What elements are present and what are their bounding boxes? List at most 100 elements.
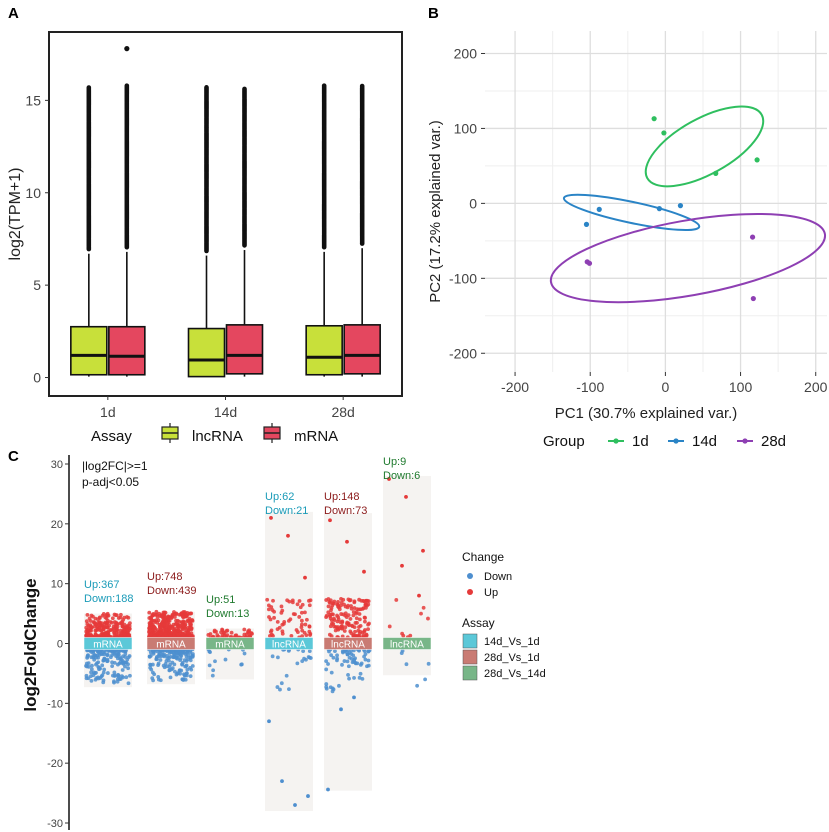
up-point bbox=[269, 632, 274, 637]
x-tick-label: -200 bbox=[501, 379, 529, 395]
up-point bbox=[362, 615, 367, 620]
up-point bbox=[92, 620, 97, 625]
down-point bbox=[342, 649, 347, 654]
up-count-label: Up:148 bbox=[324, 491, 359, 503]
down-point bbox=[287, 687, 291, 692]
box-lncRNA-28d bbox=[305, 324, 343, 376]
x-tick-label-14d: 14d bbox=[214, 404, 237, 420]
up-point bbox=[280, 608, 285, 613]
up-point bbox=[127, 633, 131, 638]
up-point bbox=[364, 633, 369, 638]
y-tick-label: 20 bbox=[51, 519, 63, 531]
up-point bbox=[336, 615, 340, 619]
up-point bbox=[419, 611, 423, 616]
down-point bbox=[190, 664, 195, 668]
up-point bbox=[394, 598, 399, 602]
panel-a: A 0 5 10 15 log2(TPM+1) 1d 14d 28d Assay lncRNA mRN… bbox=[7, 5, 403, 445]
down-point bbox=[270, 654, 275, 659]
up-point bbox=[324, 598, 329, 602]
down-point bbox=[93, 677, 98, 682]
up-point bbox=[168, 634, 173, 639]
up-point bbox=[421, 605, 426, 610]
y-axis-label: PC2 (17.2% explained var.) bbox=[427, 120, 444, 303]
up-point bbox=[271, 598, 275, 603]
up-point bbox=[212, 628, 217, 633]
up-point bbox=[365, 598, 370, 603]
down-point bbox=[366, 658, 371, 663]
up-point bbox=[85, 627, 90, 632]
down-point bbox=[96, 665, 101, 669]
legend-title-group: Group bbox=[543, 433, 585, 450]
x-tick-label: 100 bbox=[729, 379, 753, 395]
legend-key-dot-1d bbox=[613, 438, 619, 444]
down-point-outlier bbox=[267, 719, 271, 724]
up-point bbox=[279, 604, 284, 609]
up-point bbox=[357, 617, 362, 622]
up-point bbox=[345, 620, 350, 625]
up-point bbox=[324, 613, 329, 618]
down-count-label: Down:73 bbox=[324, 505, 367, 517]
legend-label-14d: 14d bbox=[692, 433, 717, 450]
down-point bbox=[89, 679, 94, 683]
box-lncRNA-14d bbox=[187, 327, 226, 378]
up-point bbox=[329, 612, 334, 617]
up-point bbox=[354, 616, 359, 621]
pca-point-1d bbox=[713, 170, 719, 176]
down-point bbox=[124, 675, 129, 680]
up-point bbox=[88, 623, 93, 628]
pca-point-28d bbox=[586, 260, 593, 266]
up-point bbox=[339, 612, 344, 616]
up-point bbox=[288, 617, 293, 622]
legend-key-dot-14d bbox=[673, 438, 679, 444]
down-point bbox=[188, 658, 193, 663]
legend-label-up: Up bbox=[484, 587, 498, 599]
up-point bbox=[84, 619, 89, 624]
legend-key-14d_Vs_1d bbox=[462, 633, 478, 649]
down-point bbox=[93, 671, 97, 676]
up-point bbox=[171, 622, 176, 627]
y-tick-label: -100 bbox=[449, 270, 477, 286]
down-point bbox=[89, 667, 94, 672]
plot-area bbox=[485, 31, 827, 372]
down-point bbox=[105, 653, 110, 657]
up-point bbox=[158, 627, 163, 632]
down-point bbox=[161, 663, 166, 668]
up-point bbox=[118, 615, 123, 620]
up-point bbox=[126, 615, 131, 620]
up-point bbox=[163, 632, 168, 637]
up-point bbox=[297, 599, 302, 603]
pca-point-14d bbox=[677, 203, 684, 209]
down-point bbox=[362, 649, 367, 653]
up-point bbox=[244, 632, 249, 637]
pca-point-14d bbox=[656, 206, 662, 212]
up-point bbox=[161, 619, 166, 623]
up-point bbox=[363, 628, 367, 632]
down-point bbox=[279, 681, 284, 686]
ellipse-1d bbox=[644, 105, 765, 188]
up-point bbox=[148, 623, 153, 627]
up-point bbox=[329, 634, 334, 639]
down-point bbox=[150, 670, 155, 675]
down-point bbox=[359, 661, 364, 666]
down-point bbox=[326, 662, 330, 666]
up-point bbox=[112, 630, 117, 635]
y-tick-label: -30 bbox=[47, 818, 63, 830]
up-point bbox=[118, 628, 123, 633]
assay-label-lncRNA: lncRNA bbox=[390, 640, 424, 651]
up-point bbox=[176, 628, 181, 633]
down-point bbox=[110, 664, 115, 668]
up-point bbox=[106, 613, 111, 618]
down-point bbox=[363, 657, 368, 662]
up-point bbox=[225, 628, 230, 633]
up-point bbox=[160, 613, 164, 618]
up-point bbox=[154, 609, 159, 614]
down-point bbox=[180, 660, 185, 665]
down-point-outlier bbox=[306, 794, 310, 798]
up-point bbox=[326, 604, 331, 609]
down-point bbox=[324, 682, 329, 686]
legend-title-assay-c: Assay bbox=[462, 616, 495, 630]
up-point-outlier bbox=[303, 575, 307, 580]
up-count-label: Up:748 bbox=[147, 571, 182, 583]
down-point bbox=[223, 657, 228, 662]
up-point bbox=[110, 616, 115, 621]
